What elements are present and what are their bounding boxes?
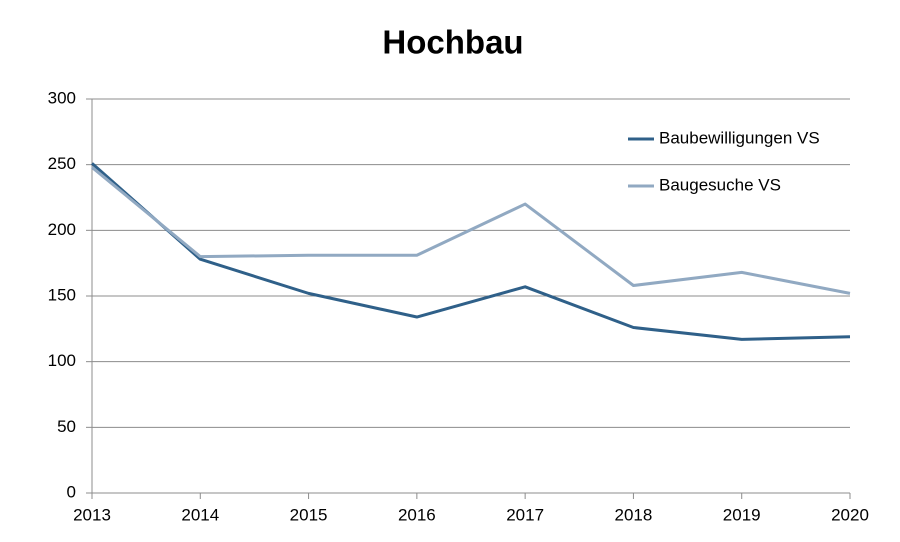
y-tick-label: 300 bbox=[48, 88, 76, 107]
x-tick-label: 2020 bbox=[831, 505, 869, 524]
x-tick-label: 2019 bbox=[723, 505, 761, 524]
x-tick-label: 2014 bbox=[181, 505, 219, 524]
legend-label: Baubewilligungen VS bbox=[659, 128, 820, 147]
series-line bbox=[91, 166, 851, 295]
y-tick-label: 100 bbox=[48, 351, 76, 370]
x-tick-label: 2018 bbox=[615, 505, 653, 524]
x-tick-label: 2016 bbox=[398, 505, 436, 524]
x-tick-label: 2017 bbox=[506, 505, 544, 524]
y-tick-label: 50 bbox=[57, 417, 76, 436]
y-tick-label: 0 bbox=[67, 482, 76, 501]
chart-title: Hochbau bbox=[382, 24, 523, 61]
legend-label: Baugesuche VS bbox=[659, 175, 781, 194]
x-tick-label: 2015 bbox=[290, 505, 328, 524]
y-tick-label: 250 bbox=[48, 154, 76, 173]
x-tick-label: 2013 bbox=[73, 505, 111, 524]
y-tick-label: 150 bbox=[48, 285, 76, 304]
y-tick-label: 200 bbox=[48, 220, 76, 239]
series-line bbox=[91, 162, 851, 341]
